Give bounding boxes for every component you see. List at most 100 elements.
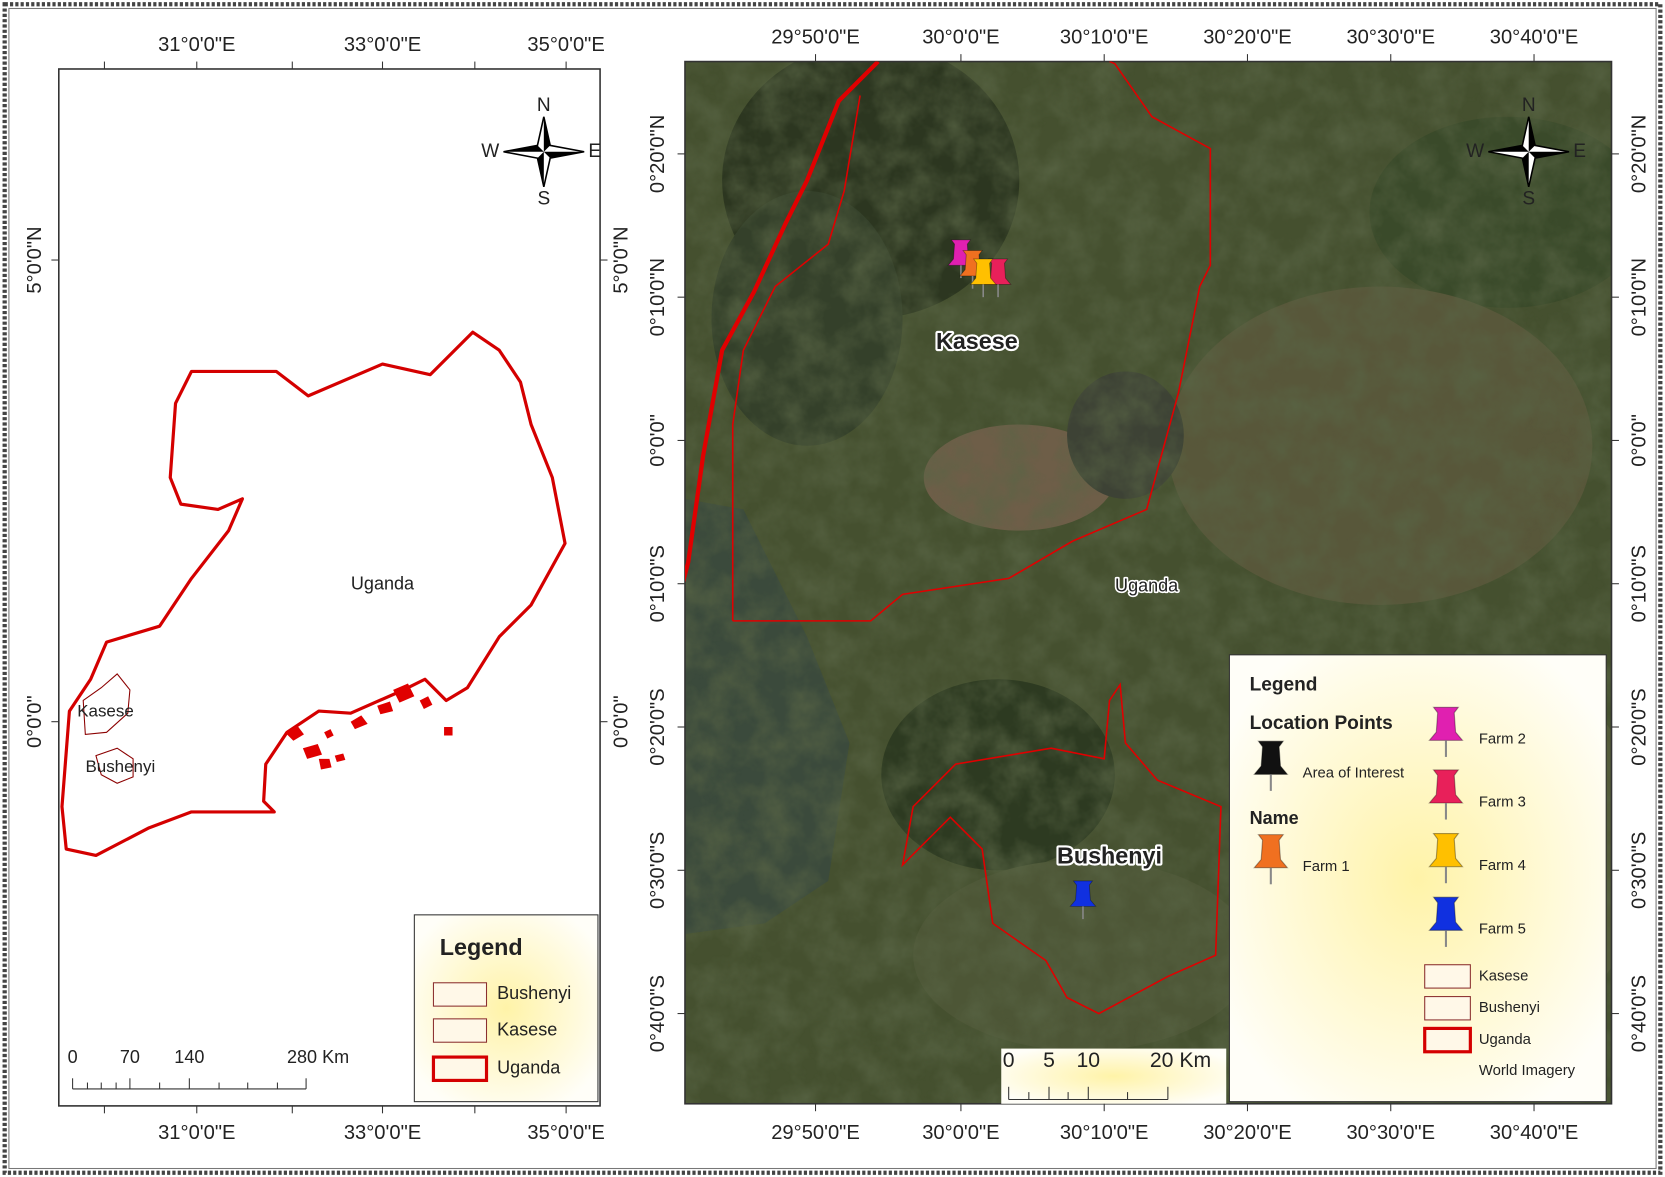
bushenyi-outline — [95, 747, 134, 784]
legend-label: Farm 3 — [1479, 794, 1526, 810]
place-label: Uganda — [1115, 576, 1179, 596]
y-tick-label: 5°0'0"N — [24, 226, 46, 293]
y-tick-label: 0°0'0" — [1628, 414, 1650, 467]
compass: N S E W — [1466, 95, 1586, 209]
pin — [1428, 833, 1464, 884]
pin-body — [1253, 740, 1289, 775]
x-tick-label: 29°50'0"E — [771, 1122, 860, 1144]
x-tick-label: 29°50'0"E — [771, 27, 860, 49]
x-tick-label: 31°0'0"E — [158, 34, 235, 56]
scale-label: 10 — [1076, 1049, 1100, 1072]
legend-label: Area of Interest — [1303, 766, 1405, 782]
y-tick-label: 0°10'0"S — [647, 545, 669, 622]
legend-label: Farm 4 — [1479, 858, 1526, 874]
legend-label: Bushenyi — [497, 983, 571, 1003]
legend-heading: Name — [1250, 808, 1299, 828]
legend-label: Farm 1 — [1303, 859, 1350, 875]
legend-label: Kasese — [497, 1019, 557, 1039]
inner-border — [8, 7, 1657, 1170]
y-tick-label: 5°0'0"N — [611, 226, 633, 293]
legend-label: Farm 2 — [1479, 732, 1526, 748]
pin-body — [969, 258, 997, 285]
x-tick-label: 30°10'0"E — [1060, 27, 1149, 49]
y-tick-label: 0°30'0"S — [647, 832, 669, 909]
y-tick-label: 0°10'0"S — [1628, 545, 1650, 622]
pin — [1069, 880, 1097, 920]
place-label: Uganda — [351, 574, 415, 594]
x-tick-label: 35°0'0"E — [527, 1122, 604, 1144]
legend-label: Bushenyi — [1479, 1000, 1540, 1016]
pin — [1253, 740, 1289, 791]
legend-swatch — [1423, 1026, 1472, 1054]
x-tick-label: 30°30'0"E — [1346, 27, 1435, 49]
legend-label: World Imagery — [1479, 1063, 1576, 1079]
pin-body — [1428, 769, 1464, 804]
pin — [1428, 706, 1464, 757]
y-tick-label: 0°40'0"S — [647, 975, 669, 1052]
place-label: Kasese — [77, 702, 134, 721]
pin-body — [1428, 706, 1464, 741]
legend-swatch — [1424, 996, 1471, 1021]
x-tick-label: 33°0'0"E — [344, 1122, 421, 1144]
legend-swatch — [431, 1055, 489, 1083]
pin — [1428, 769, 1464, 820]
satellite-imagery — [684, 61, 1612, 1104]
x-tick-label: 30°40'0"E — [1490, 27, 1579, 49]
x-tick-label: 35°0'0"E — [527, 34, 604, 56]
legend-heading: Location Points — [1250, 713, 1393, 734]
boundaries — [684, 61, 1222, 1015]
y-tick-label: 0°0'0" — [647, 414, 669, 467]
legend-swatch — [432, 982, 488, 1007]
legend-title: Legend — [1250, 675, 1318, 696]
legend-swatch — [1424, 964, 1471, 989]
compass-letter: S — [1522, 189, 1535, 210]
pin — [984, 258, 1012, 298]
x-tick-label: 31°0'0"E — [158, 1122, 235, 1144]
y-tick-label: 0°10'0"N — [647, 258, 669, 336]
kasese-outline — [82, 673, 131, 736]
pin-body — [1428, 896, 1464, 931]
x-tick-label: 30°0'0"E — [922, 1122, 999, 1144]
y-tick-label: 0°20'0"S — [1628, 688, 1650, 765]
scale-label: 5 — [1043, 1049, 1055, 1072]
compass-letter: E — [1573, 141, 1586, 162]
scale-label: 0 — [1003, 1049, 1015, 1072]
x-tick-label: 33°0'0"E — [344, 34, 421, 56]
compass-letter: W — [481, 141, 499, 162]
x-tick-label: 30°0'0"E — [922, 27, 999, 49]
x-tick-label: 30°30'0"E — [1346, 1122, 1435, 1144]
right-legend — [1228, 654, 1607, 1103]
y-tick-label: 0°30'0"S — [1628, 832, 1650, 909]
y-tick-label: 0°20'0"S — [647, 688, 669, 765]
pin-body — [984, 258, 1012, 285]
y-tick-label: 0°0'0" — [24, 695, 46, 748]
legend-label: Kasese — [1479, 968, 1529, 984]
place-label: Kasese — [936, 328, 1018, 354]
y-tick-label: 0°40'0"S — [1628, 975, 1650, 1052]
scale-label: 140 — [174, 1047, 204, 1067]
compass-letter: S — [537, 189, 550, 210]
legend-label: Uganda — [1479, 1032, 1532, 1048]
lake-islands — [284, 683, 453, 770]
pin-body — [1069, 880, 1097, 907]
y-tick-label: 0°20'0"N — [647, 115, 669, 193]
scale-label: 0 — [68, 1047, 78, 1067]
uganda-outline — [60, 330, 567, 858]
legend-swatch — [432, 1018, 488, 1043]
scale-label: 20 Km — [1150, 1049, 1211, 1072]
legend-label: Uganda — [497, 1058, 561, 1078]
scale-label: 70 — [120, 1047, 140, 1067]
y-tick-label: 0°20'0"N — [1628, 115, 1650, 193]
pin-body — [1428, 833, 1464, 868]
legend-label: Farm 5 — [1479, 922, 1526, 938]
pin — [1253, 834, 1289, 885]
x-tick-label: 30°40'0"E — [1490, 1122, 1579, 1144]
compass-letter: E — [588, 141, 601, 162]
place-label: Bushenyi — [1057, 843, 1162, 869]
scale-label: 280 Km — [287, 1047, 349, 1067]
x-tick-label: 30°10'0"E — [1060, 1122, 1149, 1144]
compass-letter: N — [1522, 95, 1536, 116]
y-tick-label: 0°10'0"N — [1628, 258, 1650, 336]
